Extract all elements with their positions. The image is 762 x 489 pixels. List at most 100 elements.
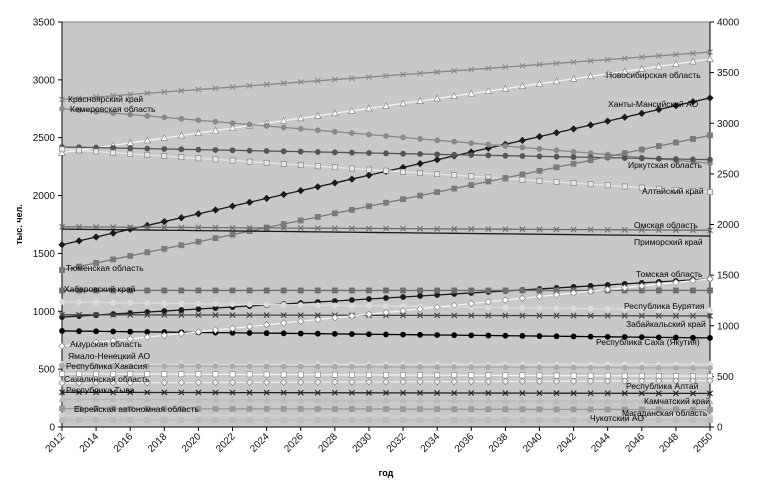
series-point-4	[519, 153, 526, 159]
series-point-6	[604, 153, 611, 160]
series-point-17	[366, 371, 372, 378]
series-0-label: Красноярский край	[68, 94, 143, 104]
series-point-12	[638, 312, 645, 319]
series-point-12	[502, 312, 509, 319]
series-point-12	[689, 312, 696, 319]
series-point-14	[638, 282, 646, 290]
series-point-17	[553, 372, 560, 379]
series-5-label: Алтайский край	[642, 186, 704, 196]
series-point-14	[228, 324, 237, 332]
series-point-13	[366, 331, 372, 338]
series-point-18	[501, 377, 509, 386]
series-point-17	[400, 372, 406, 378]
series-point-6	[502, 175, 509, 181]
series-point-9	[383, 295, 389, 301]
series-point-14	[552, 291, 561, 299]
series-point-5	[570, 180, 577, 186]
series-point-1	[552, 77, 561, 85]
y-left-tick-label: 500	[38, 365, 55, 376]
series-23	[59, 417, 713, 423]
series-point-16	[502, 364, 509, 371]
series-point-6	[144, 249, 151, 256]
series-point-10	[383, 287, 389, 294]
series-point-2	[228, 202, 237, 210]
series-point-14	[587, 287, 595, 295]
series-point-5	[400, 168, 406, 175]
series-point-18	[484, 377, 492, 386]
series-point-16	[297, 363, 304, 370]
series-point-11	[553, 305, 560, 312]
series-point-23	[144, 417, 151, 423]
series-point-23	[587, 417, 594, 423]
series-point-0	[246, 82, 253, 89]
series-point-4	[570, 154, 577, 160]
series-point-23	[383, 417, 389, 423]
series-point-7	[178, 224, 185, 231]
series-point-3	[246, 121, 253, 128]
series-point-12	[553, 312, 560, 319]
series-point-16	[366, 363, 372, 370]
series-point-4	[314, 149, 321, 155]
series-point-7	[348, 225, 355, 232]
series-point-0	[383, 72, 389, 79]
series-point-2	[245, 198, 254, 206]
series-point-7	[468, 226, 475, 232]
series-point-18	[416, 378, 424, 386]
series-point-5	[178, 154, 185, 161]
series-point-0	[553, 60, 560, 67]
series-point-23	[297, 417, 304, 423]
series-point-16	[144, 363, 151, 369]
series-point-6	[536, 167, 543, 174]
series-point-16	[604, 364, 611, 371]
series-point-6	[76, 263, 82, 270]
series-point-11	[604, 305, 611, 312]
series-point-16	[587, 364, 594, 371]
series-point-13	[502, 332, 509, 339]
series-point-7	[485, 226, 492, 233]
series-point-17	[451, 372, 458, 379]
series-point-3	[195, 117, 202, 124]
series-point-12	[110, 311, 117, 318]
series-point-17	[434, 372, 441, 379]
series-point-7	[229, 224, 236, 231]
series-point-0	[434, 69, 441, 76]
series-point-5	[110, 149, 117, 156]
series-point-6	[331, 210, 338, 217]
series-point-21	[707, 406, 713, 413]
series-point-10	[127, 287, 134, 294]
series-point-2	[552, 129, 561, 137]
series-point-17	[263, 371, 270, 378]
series-point-12	[127, 311, 134, 318]
y-right-tick-label: 2000	[717, 220, 740, 231]
series-point-14	[126, 335, 134, 343]
series-point-16	[638, 364, 645, 371]
series-point-18	[672, 377, 680, 385]
series-point-4	[383, 150, 389, 157]
series-6-label: Тюменская область	[66, 263, 144, 273]
series-point-23	[110, 417, 117, 423]
series-point-14	[58, 342, 66, 350]
series-point-4	[229, 147, 236, 154]
series-point-23	[451, 417, 458, 423]
series-point-3	[366, 131, 372, 138]
series-point-18	[109, 379, 117, 387]
series-point-13	[485, 332, 492, 339]
series-point-5	[417, 170, 424, 176]
series-point-7	[110, 224, 117, 231]
series-point-19	[246, 389, 253, 396]
series-point-20	[603, 397, 612, 405]
series-point-6	[161, 245, 168, 252]
series-point-0	[417, 70, 424, 77]
series-point-3	[93, 108, 100, 115]
series-point-19	[604, 390, 611, 397]
series-point-14	[194, 328, 203, 336]
series-point-13	[570, 333, 577, 340]
series-point-3	[263, 123, 270, 129]
series-point-14	[331, 314, 339, 322]
series-point-12	[263, 312, 270, 319]
series-point-14	[569, 289, 578, 297]
series-point-20	[143, 395, 151, 403]
series-point-6	[468, 182, 475, 188]
series-point-5	[161, 153, 168, 159]
series-point-23	[76, 417, 82, 423]
